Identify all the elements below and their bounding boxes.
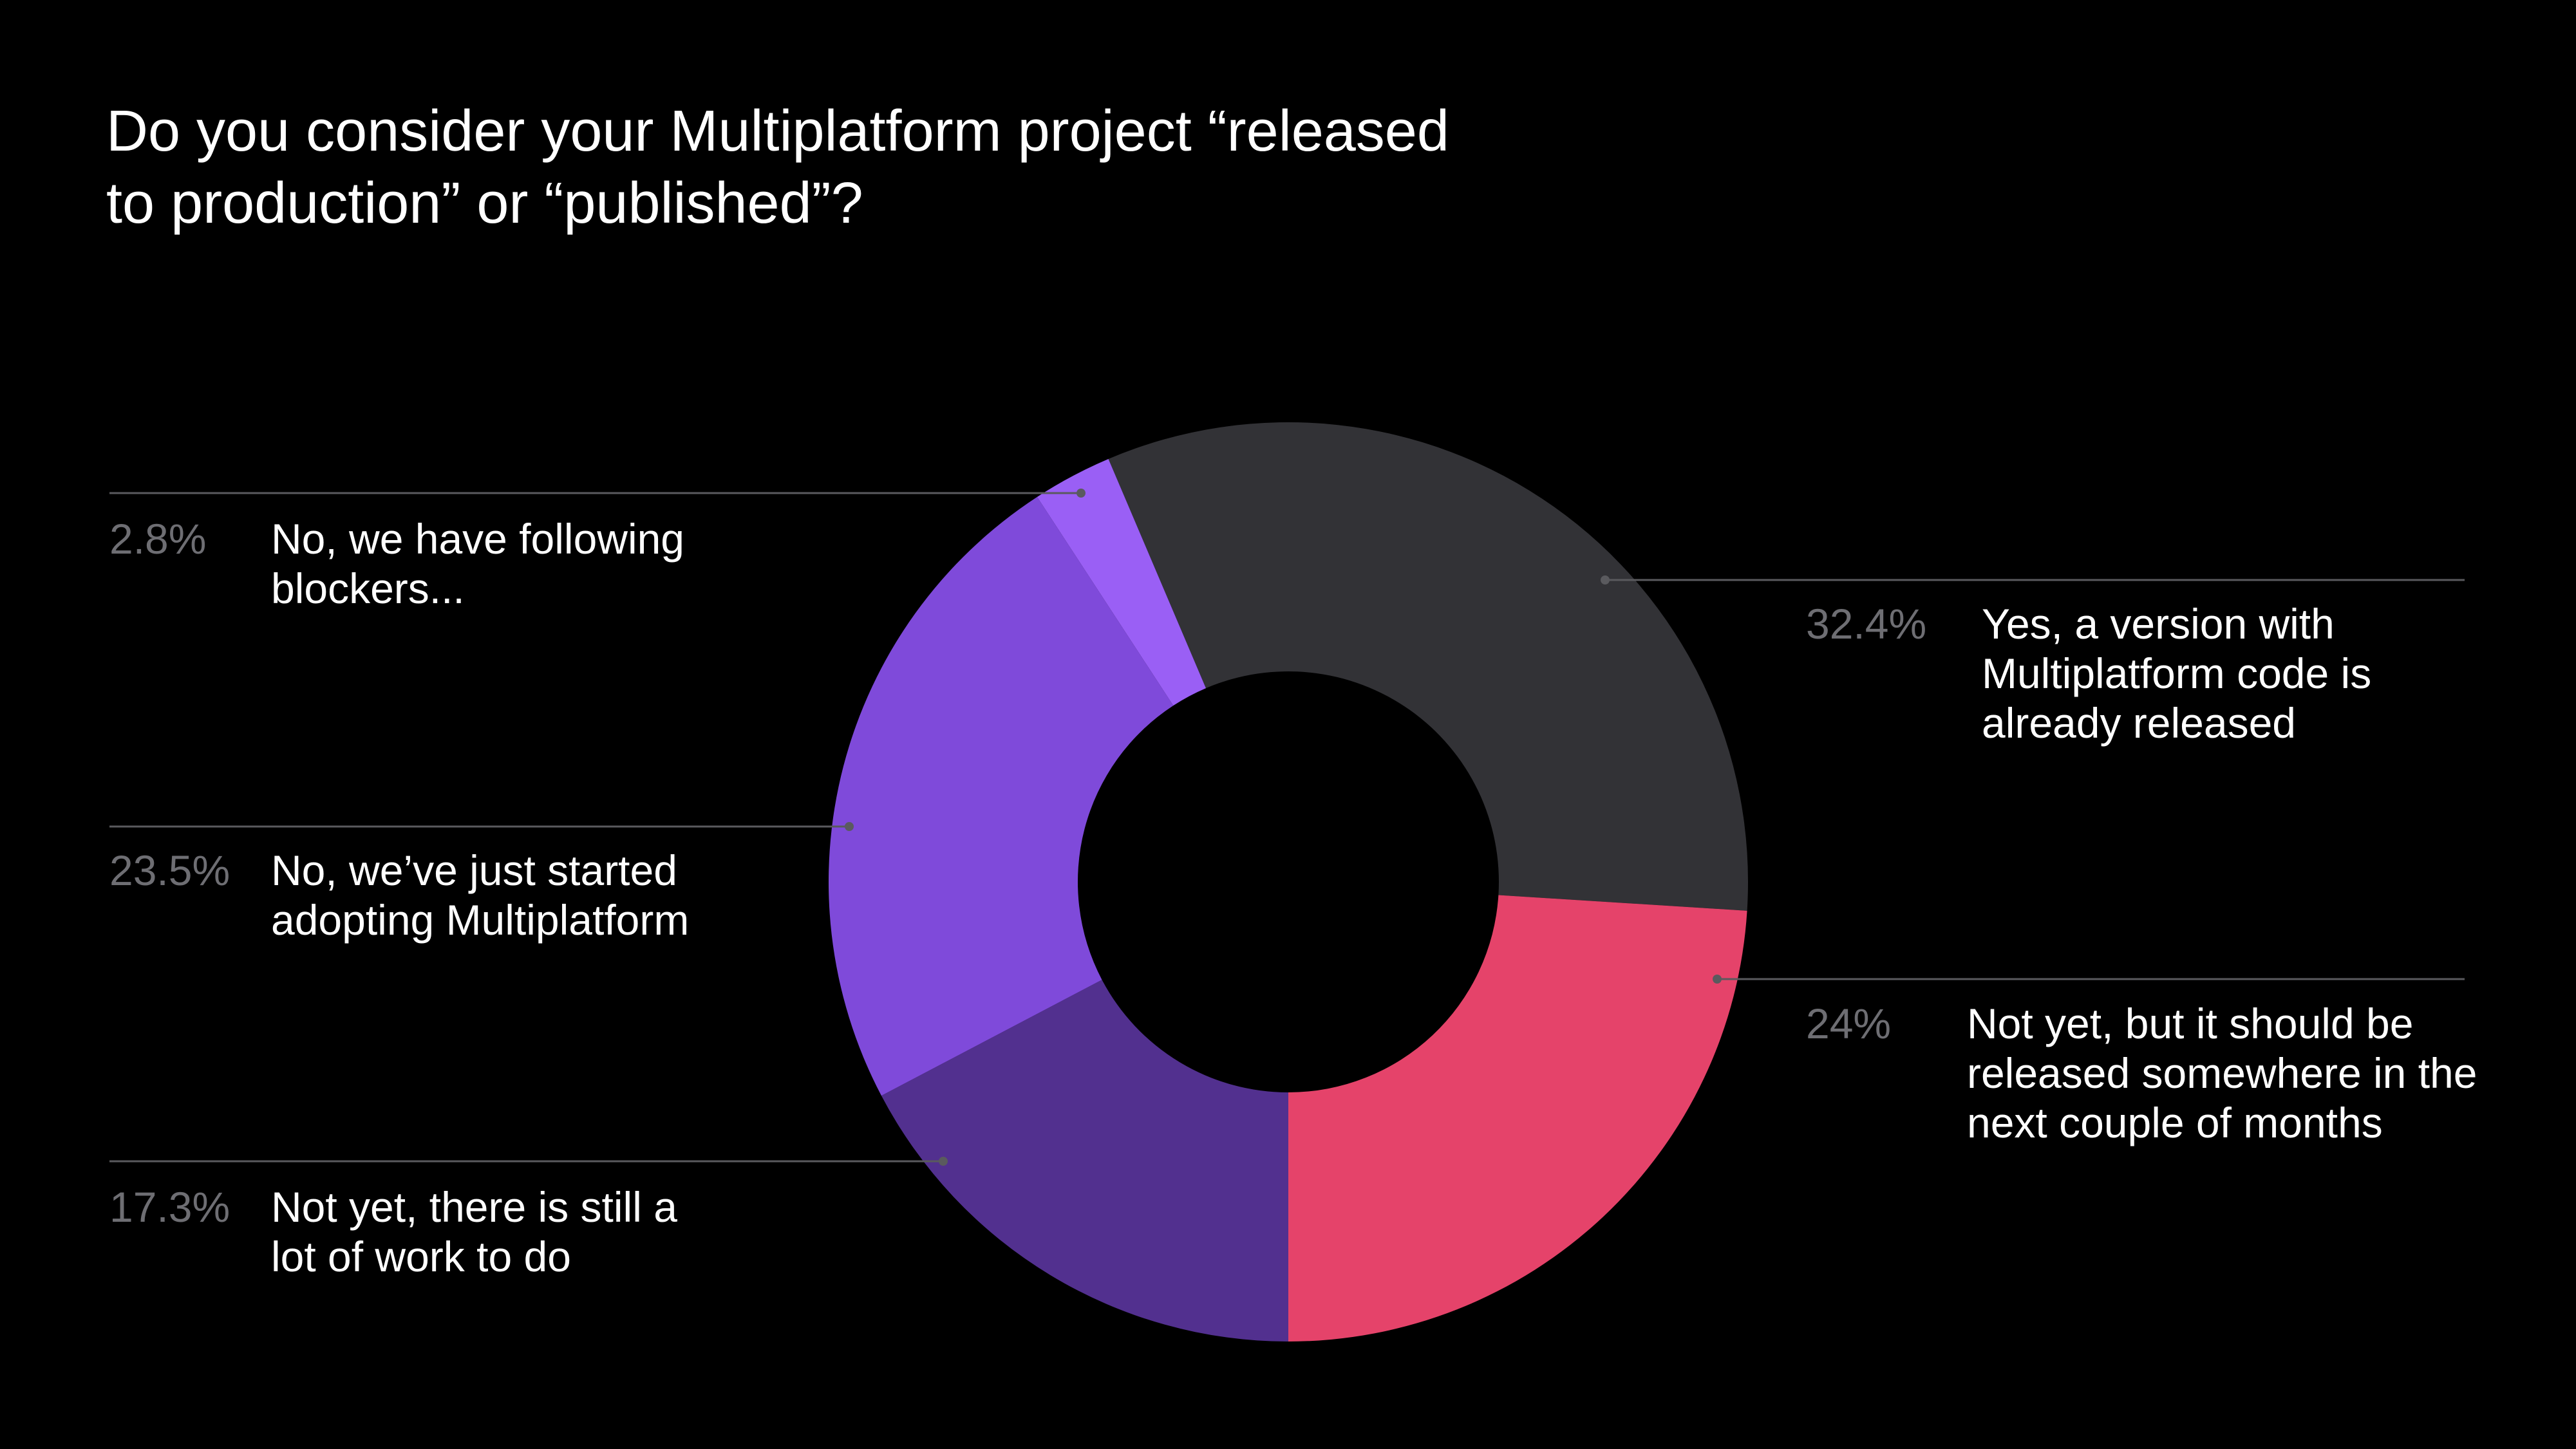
leader-dot: [939, 1157, 948, 1166]
donut-slice: [828, 497, 1174, 1096]
percent-label: 24%: [1806, 1000, 1892, 1047]
category-label: Not yet, there is still a lot of work to…: [271, 1183, 677, 1280]
category-label: No, we’ve just started adopting Multipla…: [271, 846, 690, 944]
percent-label: 2.8%: [109, 515, 207, 563]
percent-label: 32.4%: [1806, 600, 1927, 648]
donut-slice: [1288, 895, 1747, 1341]
percent-label: 23.5%: [109, 846, 230, 894]
donut-slice: [881, 980, 1288, 1342]
chart-title: Do you consider your Multiplatform proje…: [106, 99, 1449, 236]
category-label: Yes, a version with Multiplatform code i…: [1982, 600, 2372, 747]
leader-dot: [1713, 975, 1722, 984]
category-label: No, we have following blockers...: [271, 515, 685, 612]
donut-slice: [1108, 422, 1748, 911]
donut-slice: [1037, 458, 1207, 706]
leader-dot: [1601, 575, 1610, 584]
category-label: Not yet, but it should be released somew…: [1967, 1000, 2477, 1146]
percent-label: 17.3%: [109, 1183, 230, 1231]
leader-dot: [845, 822, 854, 831]
leader-dot: [1076, 489, 1086, 498]
